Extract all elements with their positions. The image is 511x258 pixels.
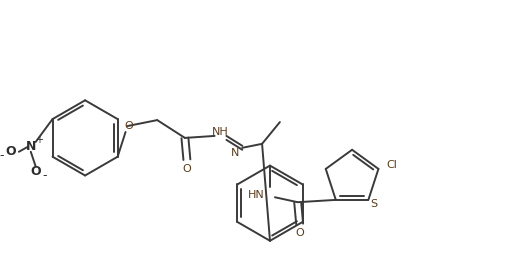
Text: O: O [124, 121, 133, 131]
Text: Cl: Cl [387, 160, 398, 170]
Text: S: S [371, 199, 378, 209]
Text: O: O [295, 228, 304, 238]
Text: N: N [26, 140, 36, 153]
Text: -: - [0, 149, 4, 162]
Text: NH: NH [212, 127, 229, 137]
Text: O: O [6, 145, 16, 158]
Text: O: O [31, 165, 41, 178]
Text: HN: HN [248, 190, 265, 200]
Text: N: N [231, 148, 240, 158]
Text: -: - [42, 169, 47, 182]
Text: +: + [35, 135, 43, 145]
Text: O: O [182, 164, 191, 174]
